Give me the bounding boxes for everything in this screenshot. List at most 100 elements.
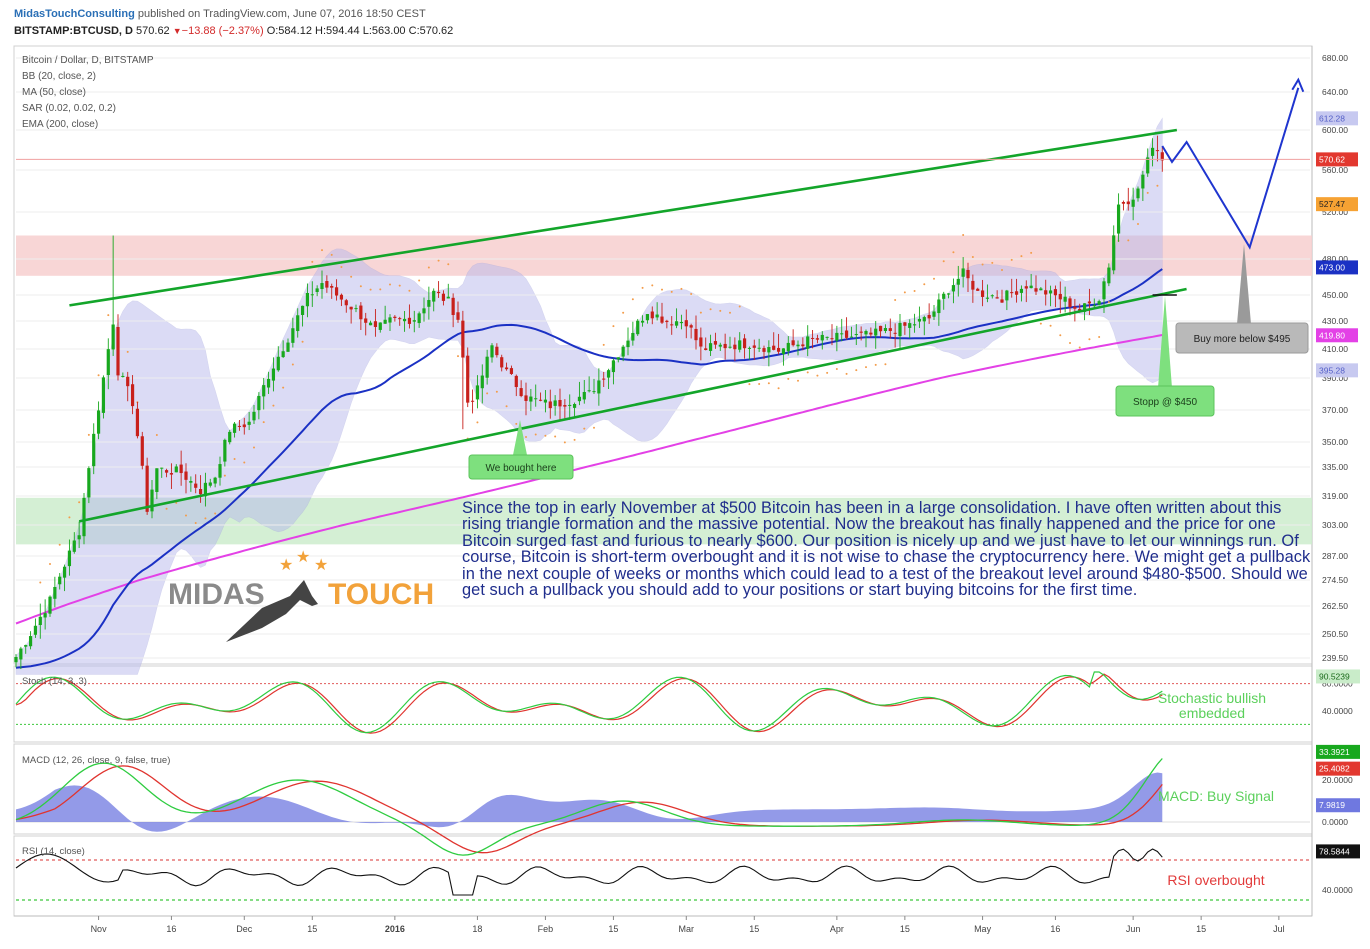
sar-dot [981,263,984,266]
sar-dot [563,441,566,444]
candle [606,368,611,390]
candle-body [534,398,538,400]
candle [475,375,480,409]
candle-body [767,347,771,353]
candle-body [738,340,742,350]
candle [135,401,140,439]
candle-body [679,321,684,324]
badge-label: 7.9819 [1319,800,1345,810]
time-tick-label: Feb [538,924,554,934]
candle-body [72,540,76,552]
candle-body [835,332,839,341]
candle-body [670,324,674,326]
time-tick-label: 15 [307,924,317,934]
candle-body [237,425,242,427]
sar-dot [233,458,236,461]
badge-bg [1316,197,1358,212]
candle [713,332,718,349]
rsi-panel[interactable] [13,835,1313,917]
sar-dot [806,371,809,374]
candle-body [495,346,499,356]
candle [480,364,484,404]
candle-body [368,322,373,326]
sar-dot [311,260,314,263]
candle-body [830,338,834,340]
candle-body [548,401,552,409]
callout-pointer [513,420,527,455]
candle-body [276,356,280,371]
candle [937,293,941,326]
sar-dot [340,266,343,269]
sar-dot [670,290,673,293]
candle [660,302,664,324]
callout-pointer [1158,296,1172,388]
candle-body [58,576,62,585]
stoch-label: Stoch (14, 3, 3) [22,676,87,687]
candle-body [359,305,363,320]
candle [1044,279,1048,306]
candle-body [121,375,125,377]
candle [946,293,951,299]
sar-dot [583,427,586,430]
candle-body [232,423,237,433]
candle [1155,135,1160,162]
sar-dot [631,298,634,301]
candle-body [504,367,509,370]
candle [266,371,271,394]
candle-body [116,326,120,376]
candle [140,431,144,470]
sar-dot [699,311,702,314]
sar-dot [126,350,129,353]
candle-body [772,345,776,350]
candle [33,618,38,638]
candle-body [558,399,562,407]
author-link[interactable]: MidasTouchConsulting [14,8,135,20]
candle-body [810,337,815,339]
candle-body [500,357,504,368]
sar-dot [680,287,683,290]
sar-dot [408,289,411,292]
candle [194,474,198,494]
stoch-panel[interactable] [13,665,1313,743]
price-tick-label: 274.50 [1322,575,1348,585]
candle [330,283,334,299]
rsi-note: RSI overbought [1167,872,1264,888]
price-tick-label: 640.00 [1322,87,1348,97]
candle-body [519,388,523,397]
sar-dot [418,279,421,282]
candle [1131,187,1135,221]
candle-body [1126,201,1130,205]
candle-body [776,347,781,352]
candle [121,372,125,378]
candle-body [92,433,96,467]
sar-dot [1020,255,1023,258]
candle-body [330,286,334,288]
badge-label: 25.4082 [1319,764,1350,774]
candle-body [383,319,387,324]
candle-body [514,375,518,388]
sar-dot [223,474,226,477]
legend-line: EMA (200, close) [22,119,98,130]
candle [543,390,548,413]
candle [796,340,800,356]
time-tick-label: Dec [236,924,253,934]
candle [820,331,824,350]
candle [1014,278,1019,303]
candle-body [723,343,727,349]
sar-dot [1069,341,1071,344]
star-icon: ★ [314,557,328,574]
stoch-tick-label: 40.0000 [1322,706,1353,716]
candle-body [611,360,616,373]
candle-body [1146,157,1150,174]
candle [164,468,169,478]
sar-dot [593,426,595,429]
time-tick-label: May [974,924,992,934]
candle-body [786,342,790,352]
candle-body [1073,306,1077,309]
sar-dot [97,374,100,377]
candle-body [640,320,645,323]
candle-body [412,320,416,322]
candle [407,304,412,329]
sar-dot [301,340,304,343]
